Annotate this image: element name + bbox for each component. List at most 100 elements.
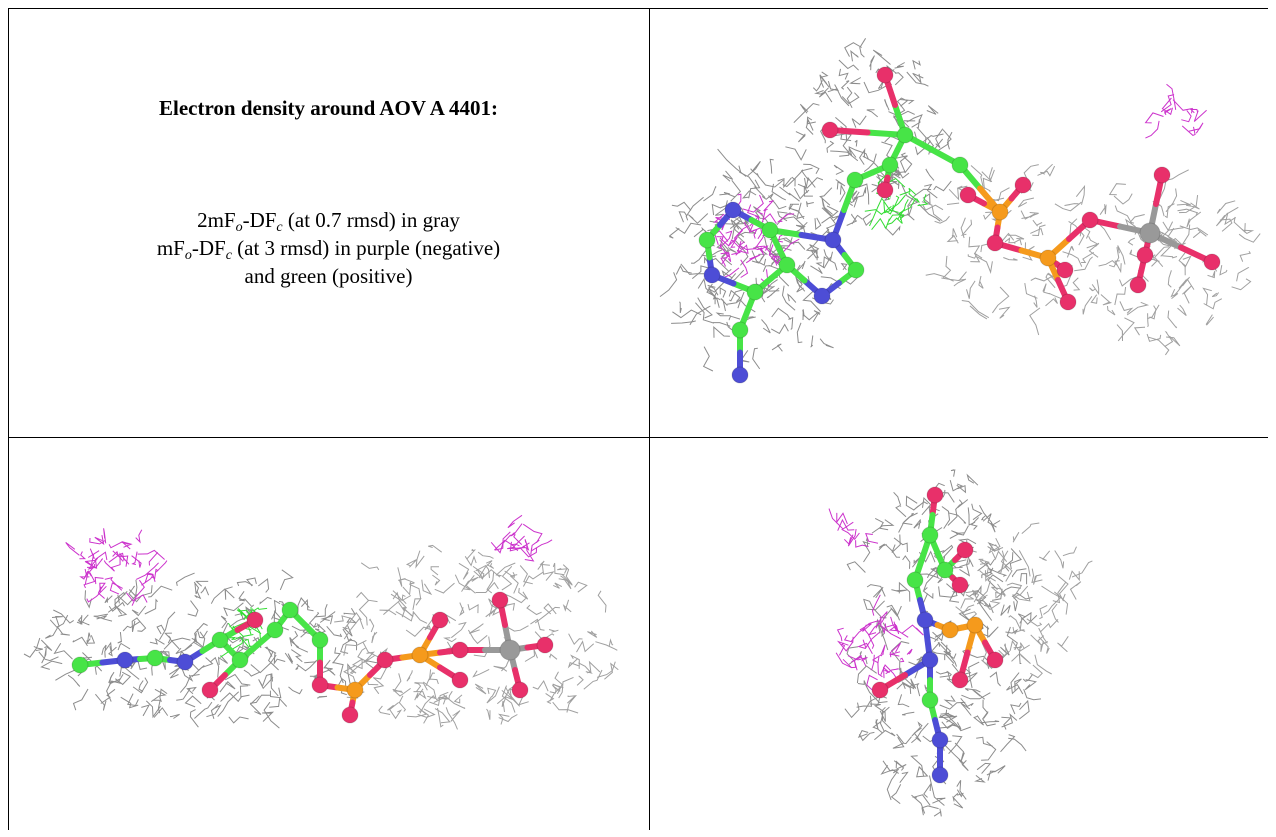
mesh-line	[423, 682, 436, 699]
subscript: o	[185, 248, 192, 263]
mesh-line	[872, 219, 890, 230]
mesh-line	[97, 616, 112, 622]
mesh-line	[820, 339, 834, 348]
text: mF	[157, 236, 185, 260]
atom	[247, 612, 263, 628]
mesh-line	[686, 197, 703, 220]
mesh-line	[138, 550, 165, 559]
mesh-line	[892, 784, 901, 803]
mesh-line	[530, 619, 544, 630]
mesh-line	[557, 569, 567, 574]
mesh-line	[1001, 717, 1010, 729]
mesh-line	[1178, 305, 1187, 316]
mesh-line	[798, 178, 823, 188]
mesh-line	[445, 638, 456, 642]
mesh-line	[822, 217, 836, 229]
mesh-line	[907, 649, 912, 654]
mesh-line	[1162, 256, 1177, 258]
mesh-line	[893, 737, 904, 748]
atom	[847, 172, 863, 188]
mesh-line	[688, 214, 707, 224]
mesh-line	[274, 653, 285, 664]
mesh-line	[1203, 288, 1211, 305]
mesh-line	[770, 159, 774, 173]
mesh-line	[1058, 636, 1069, 651]
mesh-line	[85, 590, 92, 607]
mesh-line	[519, 588, 528, 599]
atom	[1057, 262, 1073, 278]
density-mesh	[66, 528, 167, 605]
atom	[537, 637, 553, 653]
mesh-line	[1039, 551, 1050, 561]
atom	[814, 288, 830, 304]
mesh-line	[1109, 247, 1119, 267]
mesh-line	[523, 572, 543, 586]
mesh-line	[1019, 550, 1030, 576]
mesh-line	[1012, 569, 1026, 577]
mesh-line	[1042, 586, 1063, 599]
mesh-line	[864, 600, 885, 610]
mesh-line	[974, 716, 984, 726]
atom	[848, 262, 864, 278]
mesh-line	[361, 563, 379, 570]
atom	[432, 612, 448, 628]
mesh-line	[934, 809, 941, 817]
mesh-line	[1040, 164, 1052, 174]
mesh-line	[679, 212, 687, 222]
mesh-line	[95, 666, 101, 675]
atom	[1154, 167, 1170, 183]
mesh-line	[1165, 332, 1173, 347]
mesh-line	[976, 775, 984, 782]
mesh-line	[967, 475, 978, 485]
mesh-line	[553, 702, 578, 713]
mesh-line	[1182, 257, 1191, 267]
mesh-line	[380, 610, 397, 615]
mesh-line	[837, 513, 848, 524]
mesh-line	[137, 618, 146, 632]
mesh-line	[101, 689, 115, 703]
mesh-line	[399, 696, 405, 712]
mesh-line	[428, 545, 442, 552]
mesh-line	[794, 188, 809, 198]
text: 2mF	[197, 208, 236, 232]
atom	[1015, 177, 1031, 193]
mesh-line	[857, 666, 876, 683]
mesh-line	[995, 545, 1004, 551]
atom	[212, 632, 228, 648]
mesh-line	[729, 316, 740, 320]
mesh-line	[863, 214, 873, 226]
mesh-line	[839, 149, 856, 158]
mesh-line	[1022, 523, 1040, 534]
atom	[452, 672, 468, 688]
mesh-line	[475, 684, 486, 694]
mesh-line	[177, 573, 195, 586]
mesh-line	[468, 604, 478, 613]
mesh-line	[914, 795, 930, 806]
mesh-line	[1146, 113, 1164, 123]
mesh-line	[935, 216, 950, 223]
atom	[117, 652, 133, 668]
atom	[932, 767, 948, 783]
mesh-line	[863, 542, 869, 562]
mesh-line	[977, 763, 990, 773]
mesh-line	[344, 608, 355, 614]
mesh-line	[922, 806, 939, 815]
atom	[952, 577, 968, 593]
mesh-line	[983, 712, 996, 726]
mesh-line	[434, 699, 448, 703]
mesh-line	[595, 642, 617, 651]
mesh-line	[1240, 251, 1250, 261]
mesh-line	[569, 659, 579, 667]
mesh-line	[1065, 204, 1079, 206]
atom	[512, 682, 528, 698]
mesh-line	[820, 188, 832, 206]
mesh-line	[128, 694, 139, 706]
atom	[987, 235, 1003, 251]
atom	[452, 642, 468, 658]
mesh-line	[170, 714, 180, 718]
atom	[992, 204, 1008, 220]
mesh-line	[1173, 100, 1192, 114]
mesh-line	[374, 678, 383, 694]
mesh-line	[979, 276, 983, 288]
mesh-line	[1208, 271, 1215, 278]
